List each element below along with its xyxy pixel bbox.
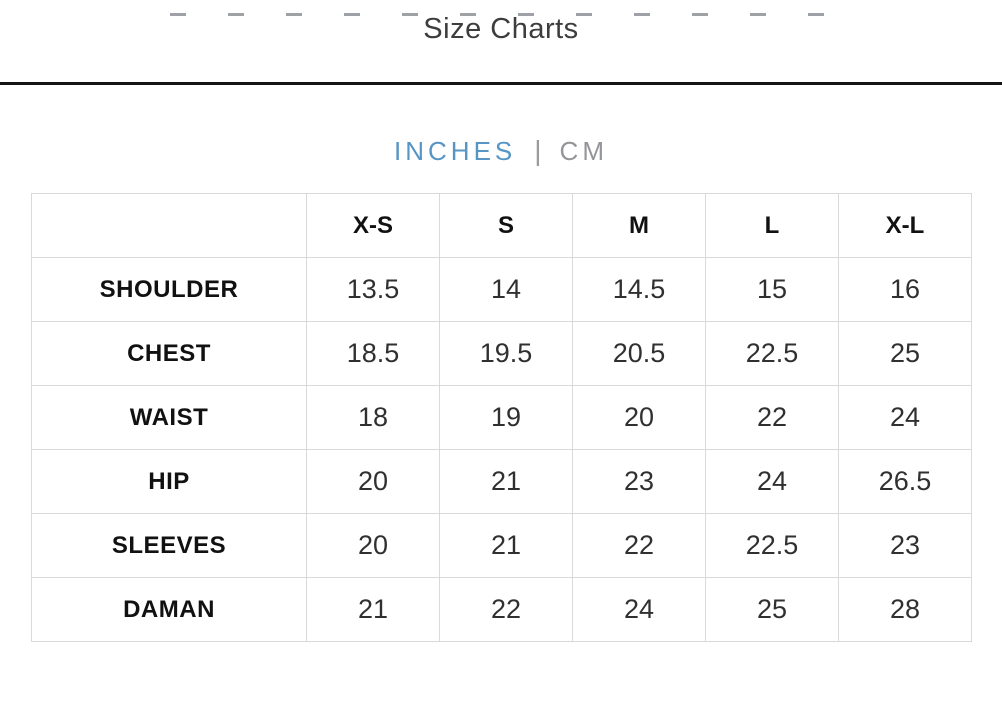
value-waist-s: 19	[439, 385, 573, 450]
value-shoulder-l: 15	[705, 257, 839, 322]
row-label-hip: HIP	[31, 449, 307, 514]
unit-option-cm[interactable]: CM	[559, 135, 608, 166]
value-shoulder-s: 14	[439, 257, 573, 322]
header-cell-m: M	[572, 193, 706, 258]
size-chart-table-container: X-S S M L X-L SHOULDER 13.5 14 14.5 15 1…	[31, 193, 972, 642]
header-cell-xs: X-S	[306, 193, 440, 258]
value-shoulder-xl: 16	[838, 257, 972, 322]
value-chest-s: 19.5	[439, 321, 573, 386]
value-chest-m: 20.5	[572, 321, 706, 386]
value-hip-xl: 26.5	[838, 449, 972, 514]
value-hip-s: 21	[439, 449, 573, 514]
value-waist-l: 22	[705, 385, 839, 450]
header-cell-s: S	[439, 193, 573, 258]
header-cell-l: L	[705, 193, 839, 258]
value-sleeves-l: 22.5	[705, 513, 839, 578]
unit-toggle: INCHES | CM	[0, 135, 1002, 167]
table-row-chest: CHEST 18.5 19.5 20.5 22.5 25	[31, 321, 972, 386]
value-sleeves-s: 21	[439, 513, 573, 578]
value-hip-l: 24	[705, 449, 839, 514]
table-row-waist: WAIST 18 19 20 22 24	[31, 385, 972, 450]
value-shoulder-m: 14.5	[572, 257, 706, 322]
page-title: Size Charts	[423, 13, 579, 45]
header-cell-xl: X-L	[838, 193, 972, 258]
header-cell-empty	[31, 193, 307, 258]
size-chart-table: X-S S M L X-L SHOULDER 13.5 14 14.5 15 1…	[31, 193, 972, 642]
title-divider	[0, 82, 1002, 85]
value-daman-xl: 28	[838, 577, 972, 642]
value-waist-xl: 24	[838, 385, 972, 450]
value-chest-l: 22.5	[705, 321, 839, 386]
value-chest-xs: 18.5	[306, 321, 440, 386]
value-daman-s: 22	[439, 577, 573, 642]
value-waist-m: 20	[572, 385, 706, 450]
table-row-hip: HIP 20 21 23 24 26.5	[31, 449, 972, 514]
value-hip-m: 23	[572, 449, 706, 514]
value-sleeves-xl: 23	[838, 513, 972, 578]
value-hip-xs: 20	[306, 449, 440, 514]
row-label-daman: DAMAN	[31, 577, 307, 642]
table-row-daman: DAMAN 21 22 24 25 28	[31, 577, 972, 642]
value-sleeves-xs: 20	[306, 513, 440, 578]
value-waist-xs: 18	[306, 385, 440, 450]
unit-separator: |	[534, 135, 542, 166]
row-label-shoulder: SHOULDER	[31, 257, 307, 322]
value-daman-m: 24	[572, 577, 706, 642]
cropped-text-top-edge	[170, 13, 830, 16]
unit-option-inches[interactable]: INCHES	[394, 135, 517, 166]
value-shoulder-xs: 13.5	[306, 257, 440, 322]
value-daman-xs: 21	[306, 577, 440, 642]
table-header-row: X-S S M L X-L	[31, 193, 972, 258]
row-label-waist: WAIST	[31, 385, 307, 450]
value-chest-xl: 25	[838, 321, 972, 386]
value-daman-l: 25	[705, 577, 839, 642]
table-row-shoulder: SHOULDER 13.5 14 14.5 15 16	[31, 257, 972, 322]
row-label-sleeves: SLEEVES	[31, 513, 307, 578]
row-label-chest: CHEST	[31, 321, 307, 386]
table-row-sleeves: SLEEVES 20 21 22 22.5 23	[31, 513, 972, 578]
value-sleeves-m: 22	[572, 513, 706, 578]
